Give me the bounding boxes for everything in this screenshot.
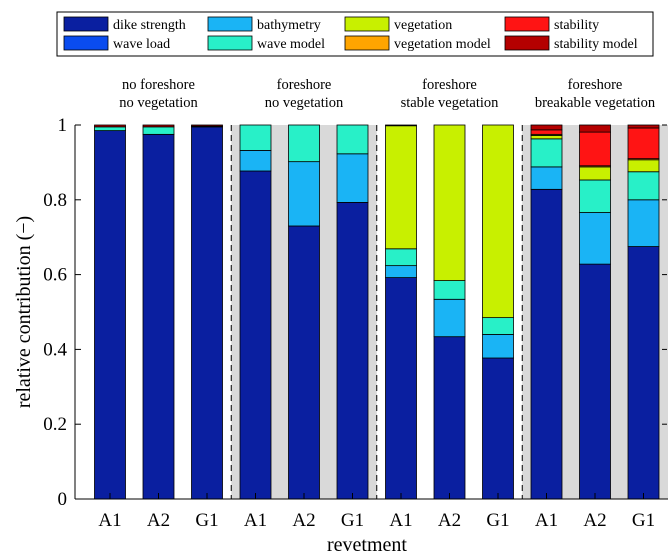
legend-label-wave-load: wave load bbox=[113, 37, 170, 52]
legend-label-bathymetry: bathymetry bbox=[257, 18, 321, 33]
bar-segment-1-wave-model bbox=[95, 127, 126, 131]
bar-segment-8-bathymetry bbox=[434, 299, 465, 336]
x-tick-label: G1 bbox=[341, 510, 364, 531]
legend-swatch-vegetation-model bbox=[345, 36, 389, 50]
legend-swatch-vegetation bbox=[345, 17, 389, 31]
x-tick-label: A2 bbox=[438, 510, 461, 531]
bar-segment-10-bathymetry bbox=[531, 167, 562, 189]
group-title-line1: foreshore bbox=[422, 77, 477, 93]
group-title-line2: no vegetation bbox=[265, 95, 344, 111]
bar-segment-4-bathymetry bbox=[240, 150, 271, 171]
x-tick-label: A1 bbox=[98, 510, 121, 531]
legend-label-wave-model: wave model bbox=[257, 37, 325, 52]
bar-segment-7-vegetation bbox=[386, 126, 417, 249]
bar-segment-10-stability bbox=[531, 130, 562, 134]
x-tick-label: A1 bbox=[535, 510, 558, 531]
legend-label-vegetation: vegetation bbox=[394, 18, 452, 33]
group-title-line2: stable vegetation bbox=[401, 95, 500, 111]
y-tick-label: 0.4 bbox=[43, 339, 67, 360]
bar-segment-10-stability-model bbox=[531, 125, 562, 130]
bar-segment-7-dike-strength bbox=[386, 278, 417, 499]
legend-swatch-bathymetry bbox=[208, 17, 252, 31]
bar-segment-6-dike-strength bbox=[337, 202, 368, 499]
bar-segment-1-stability-model bbox=[95, 125, 126, 127]
legend-swatch-dike-strength bbox=[64, 17, 108, 31]
bar-segment-8-wave-model bbox=[434, 281, 465, 300]
group-title-line1: foreshore bbox=[568, 77, 623, 93]
bar-segment-5-dike-strength bbox=[289, 226, 320, 499]
x-tick-label: G1 bbox=[486, 510, 509, 531]
legend-swatch-wave-load bbox=[64, 36, 108, 50]
bar-segment-12-wave-model bbox=[628, 172, 659, 200]
legend-label-stability: stability bbox=[554, 18, 599, 33]
bar-segment-12-vegetation bbox=[628, 160, 659, 172]
bar-segment-12-dike-strength bbox=[628, 247, 659, 499]
bar-segment-3-dike-strength bbox=[192, 127, 223, 499]
legend-swatch-stability bbox=[505, 17, 549, 31]
bar-segment-11-stability bbox=[580, 132, 611, 166]
y-tick-label: 0.8 bbox=[43, 190, 67, 211]
bar-segment-1-dike-strength bbox=[95, 131, 126, 499]
bar-segment-11-stability-model bbox=[580, 125, 611, 132]
bar-segment-2-dike-strength bbox=[143, 134, 174, 499]
bar-segment-2-stability-model bbox=[143, 125, 174, 127]
legend-label-stability-model: stability model bbox=[554, 37, 638, 52]
group-title-line2: no vegetation bbox=[119, 95, 198, 111]
bar-segment-8-dike-strength bbox=[434, 337, 465, 499]
legend-swatch-stability-model bbox=[505, 36, 549, 50]
legend-label-vegetation-model: vegetation model bbox=[394, 37, 491, 52]
bar-segment-7-wave-model bbox=[386, 249, 417, 266]
bar-segment-7-stability-model bbox=[386, 125, 417, 126]
bar-segment-9-vegetation bbox=[483, 125, 514, 318]
group-title-line2: breakable vegetation bbox=[535, 95, 656, 111]
bar-segment-7-bathymetry bbox=[386, 266, 417, 278]
y-tick-label: 0.2 bbox=[43, 414, 67, 435]
y-tick-label: 1 bbox=[58, 115, 68, 136]
x-tick-label: A2 bbox=[147, 510, 170, 531]
x-tick-label: G1 bbox=[195, 510, 218, 531]
bar-segment-4-wave-model bbox=[240, 125, 271, 150]
bar-segment-10-dike-strength bbox=[531, 189, 562, 499]
bar-segment-6-wave-model bbox=[337, 125, 368, 154]
bar-segment-5-bathymetry bbox=[289, 162, 320, 226]
bar-segment-11-vegetation bbox=[580, 167, 611, 180]
bar-segment-2-wave-model bbox=[143, 127, 174, 134]
x-tick-label: A2 bbox=[292, 510, 315, 531]
bar-segment-4-dike-strength bbox=[240, 171, 271, 499]
legend: dike strength wave load bathymetry wave mod… bbox=[57, 12, 653, 56]
bar-segment-10-vegetation bbox=[531, 135, 562, 138]
bar-segment-9-bathymetry bbox=[483, 334, 514, 358]
x-tick-label: A1 bbox=[244, 510, 267, 531]
x-axis-label: revetment bbox=[327, 534, 407, 554]
group-title-line1: foreshore bbox=[277, 77, 332, 93]
y-tick-label: 0 bbox=[58, 489, 68, 510]
group-titles: no foreshore no vegetation foreshore no veg… bbox=[119, 77, 656, 111]
bar-segment-10-wave-model bbox=[531, 139, 562, 167]
x-tick-label: A2 bbox=[583, 510, 606, 531]
y-axis-label: relative contribution (−) bbox=[13, 216, 35, 408]
bar-segment-9-wave-model bbox=[483, 318, 514, 335]
bar-segment-9-dike-strength bbox=[483, 358, 514, 499]
bar-segment-11-dike-strength bbox=[580, 264, 611, 499]
x-tick-label: A1 bbox=[389, 510, 412, 531]
group-title-line1: no foreshore bbox=[122, 77, 195, 93]
bar-segment-6-bathymetry bbox=[337, 154, 368, 203]
bar-segment-12-stability bbox=[628, 128, 659, 159]
y-tick-label: 0.6 bbox=[43, 265, 67, 286]
bar-segment-12-stability-model bbox=[628, 125, 659, 128]
bar-segment-11-bathymetry bbox=[580, 213, 611, 265]
legend-label-dike-strength: dike strength bbox=[113, 18, 186, 33]
bar-segment-3-stability-model bbox=[192, 125, 223, 126]
bar-segment-5-wave-model bbox=[289, 125, 320, 162]
bar-segment-12-bathymetry bbox=[628, 200, 659, 247]
x-tick-label: G1 bbox=[632, 510, 655, 531]
legend-swatch-wave-model bbox=[208, 36, 252, 50]
bar-segment-11-wave-model bbox=[580, 180, 611, 213]
bar-segment-8-vegetation bbox=[434, 125, 465, 281]
